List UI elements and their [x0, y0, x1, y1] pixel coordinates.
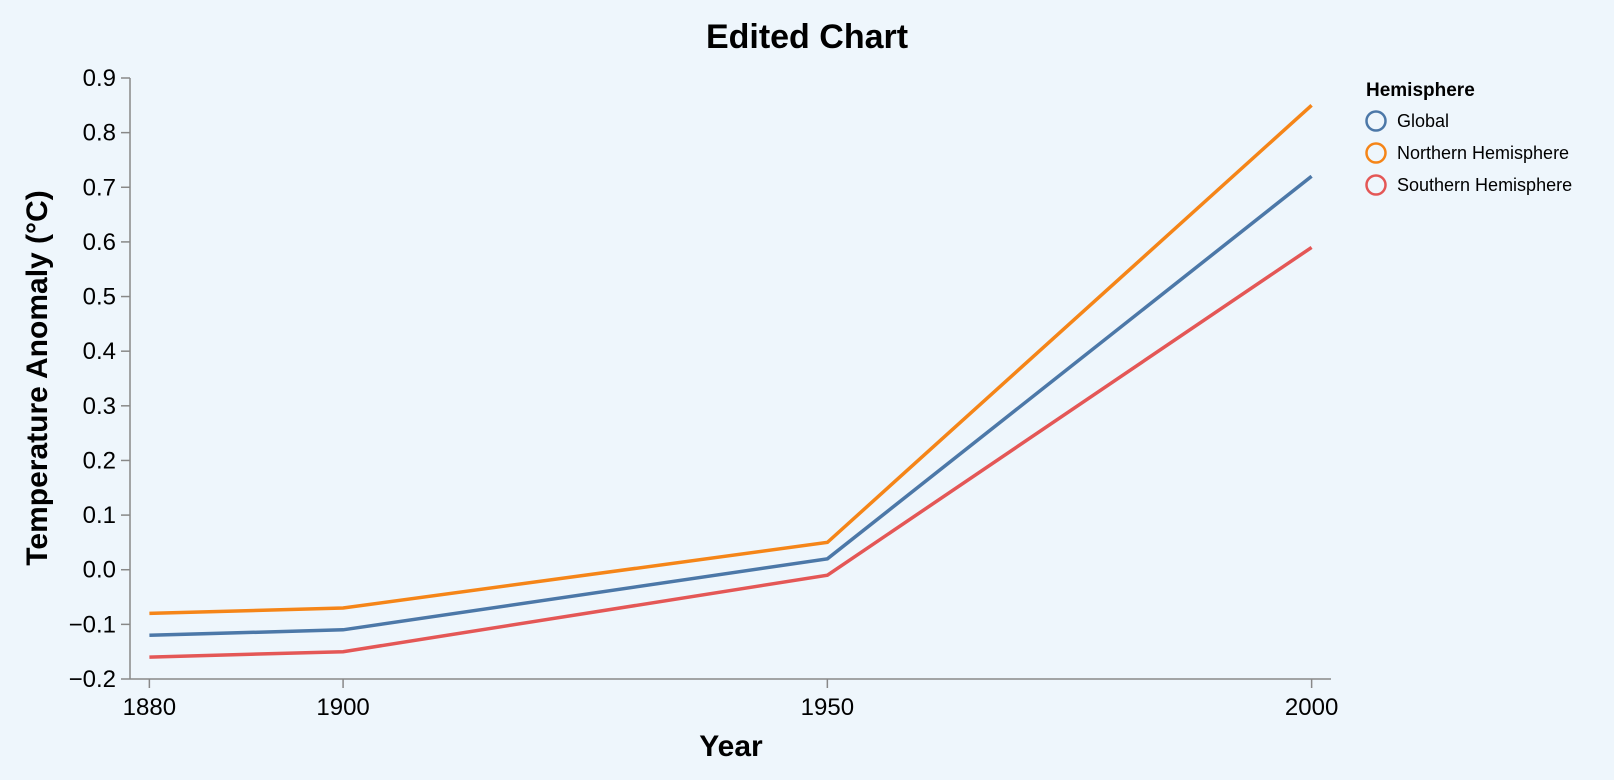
x-axis: 1880 1900 1950 2000	[123, 678, 1338, 721]
series-line-northern-hemisphere	[149, 104, 1313, 616]
y-tick-label: 0.7	[83, 174, 116, 201]
legend-symbol-southern-hemisphere	[1365, 174, 1387, 196]
y-tick-label: 0.2	[83, 447, 116, 474]
y-tick-label: −0.2	[69, 666, 116, 693]
legend: Hemisphere Global Northern Hemisphere Sout…	[1365, 80, 1572, 196]
y-tick-label: 0.9	[83, 65, 116, 92]
series-line-southern-hemisphere	[149, 245, 1313, 659]
x-tick-label: 1880	[123, 694, 176, 721]
y-tick-label: 0.8	[83, 120, 116, 147]
y-axis: −0.2 −0.1 0.0 0.1 0.2 0.3 0.4 0.5 0.6 0.7 0.8 0.9	[69, 65, 131, 693]
y-tick-label: 0.3	[83, 393, 116, 420]
y-tick-label: 0.0	[83, 557, 116, 584]
y-tick-label: 0.4	[83, 338, 116, 365]
chart-title: Edited Chart	[706, 18, 908, 56]
y-axis-title: Temperature Anomaly (°C)	[21, 190, 54, 565]
legend-label-southern-hemisphere: Southern Hemisphere	[1397, 175, 1572, 195]
x-tick-label: 1900	[316, 694, 369, 721]
y-tick-label: 0.6	[83, 229, 116, 256]
x-tick-label: 2000	[1285, 694, 1338, 721]
legend-symbol-northern-hemisphere	[1365, 142, 1387, 164]
x-tick-label: 1950	[801, 694, 854, 721]
x-axis-title: Year	[699, 730, 763, 763]
legend-label-global: Global	[1397, 111, 1449, 131]
y-tick-label: 0.5	[83, 284, 116, 311]
series-lines	[149, 104, 1313, 659]
series-line-global	[149, 174, 1313, 638]
y-tick-label: −0.1	[69, 611, 116, 638]
y-tick-label: 0.1	[83, 502, 116, 529]
legend-symbol-global	[1365, 110, 1387, 132]
legend-title: Hemisphere	[1366, 80, 1475, 101]
legend-label-northern-hemisphere: Northern Hemisphere	[1397, 143, 1569, 163]
